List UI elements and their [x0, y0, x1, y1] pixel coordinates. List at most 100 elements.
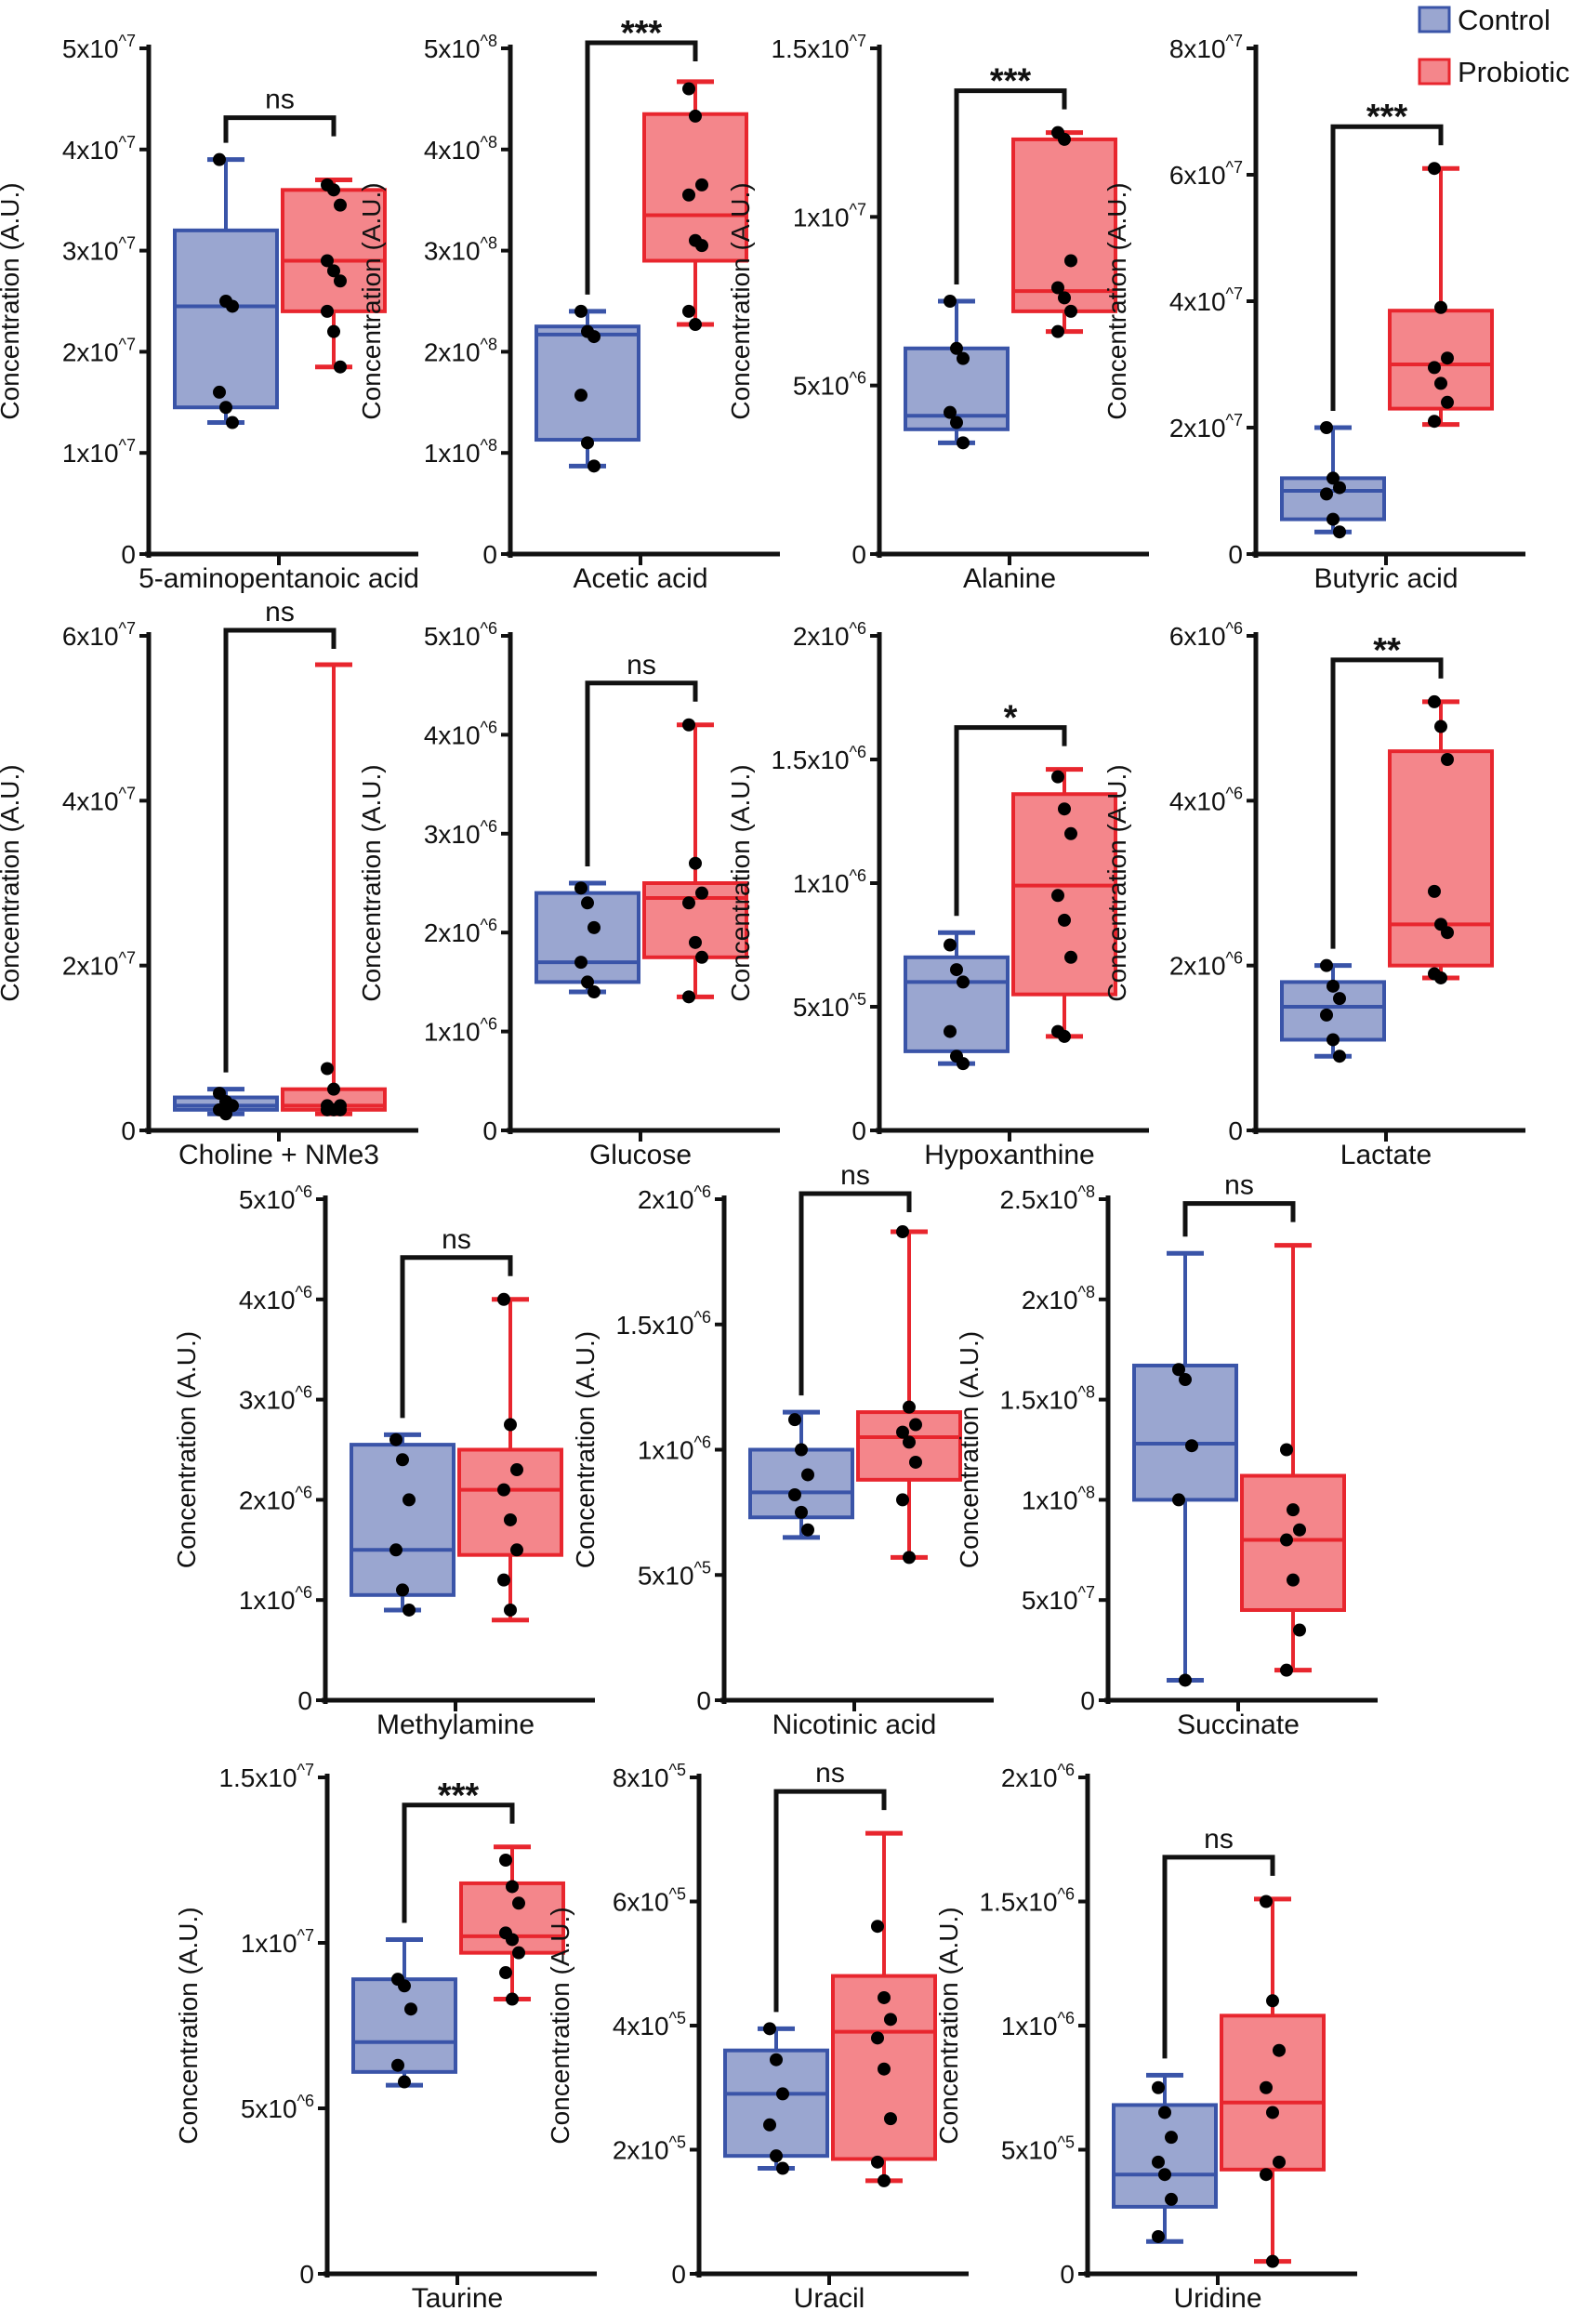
- data-point: [903, 1551, 916, 1565]
- data-point: [878, 2062, 891, 2076]
- y-tick-label: 1x10^6: [1001, 2009, 1075, 2040]
- x-axis-label: Choline + NMe3: [178, 1140, 379, 1170]
- data-point: [1260, 2168, 1273, 2182]
- data-point: [763, 2118, 776, 2132]
- data-point: [1428, 884, 1441, 898]
- box-probiotic: [457, 1292, 563, 1623]
- box-probiotic: [642, 79, 748, 332]
- y-tick-label: 5x10^7: [62, 32, 136, 63]
- y-tick-label: 2x10^6: [424, 916, 497, 947]
- box: [1240, 1473, 1346, 1612]
- panel-butyric-acid: 0 2x10^7 4x10^7 6x10^7 8x10^7 Concentration (…: [1102, 32, 1525, 594]
- y-axis-label: Concentration (A.U.): [955, 1331, 983, 1568]
- significance-label: ns: [1224, 1170, 1254, 1201]
- y-tick-label: 0: [696, 1686, 711, 1715]
- box: [1388, 309, 1494, 411]
- data-point: [1333, 1050, 1346, 1063]
- y-tick-label: 1.5x10^6: [771, 743, 866, 774]
- significance-bracket: [223, 627, 337, 1073]
- data-point: [497, 1292, 510, 1306]
- data-point: [878, 2173, 891, 2187]
- y-tick-label: 0: [1228, 540, 1243, 569]
- significance-label: ns: [815, 1758, 845, 1789]
- x-axis-label: Uridine: [1173, 2283, 1261, 2314]
- box-control: [535, 304, 640, 473]
- significance-bracket: [400, 1255, 513, 1419]
- data-point: [1165, 2131, 1178, 2145]
- data-point: [327, 324, 340, 338]
- data-point: [944, 938, 957, 952]
- data-point: [1179, 1373, 1192, 1387]
- y-tick-label: 4x10^7: [62, 133, 136, 165]
- data-point: [682, 718, 695, 732]
- data-point: [506, 1880, 519, 1894]
- box: [1132, 1363, 1238, 1502]
- y-tick-label: 2x10^6: [638, 1182, 711, 1214]
- y-tick-label: 4x10^7: [1169, 284, 1243, 316]
- data-point: [1320, 421, 1333, 434]
- data-point: [909, 1455, 922, 1469]
- data-point: [1051, 281, 1064, 295]
- x-axis-label: Acetic acid: [573, 563, 707, 594]
- y-tick-label: 0: [121, 1116, 136, 1145]
- data-point: [499, 1854, 512, 1867]
- y-tick-label: 2x10^7: [62, 335, 136, 366]
- data-point: [944, 1024, 957, 1038]
- y-tick-label: 8x10^5: [613, 1761, 686, 1792]
- box-probiotic: [856, 1225, 962, 1565]
- data-point: [1152, 2155, 1165, 2169]
- y-tick-label: 1x10^6: [638, 1433, 711, 1465]
- y-tick-label: 5x10^6: [424, 619, 497, 651]
- legend-swatch-control: [1418, 6, 1451, 33]
- y-axis-label: Concentration (A.U.): [571, 1331, 600, 1568]
- data-point: [896, 1425, 909, 1439]
- data-point: [327, 264, 340, 278]
- data-point: [1051, 889, 1064, 903]
- data-point: [497, 1483, 510, 1497]
- data-point: [213, 152, 226, 166]
- data-point: [1058, 1029, 1071, 1043]
- data-point: [1260, 1895, 1273, 1908]
- data-point: [950, 963, 963, 977]
- y-tick-label: 4x10^6: [239, 1283, 312, 1314]
- data-point: [801, 1523, 814, 1537]
- data-point: [587, 459, 601, 473]
- y-tick-label: 4x10^6: [424, 718, 497, 749]
- box-probiotic: [1011, 767, 1117, 1043]
- data-point: [695, 239, 708, 253]
- data-point: [878, 1990, 891, 2004]
- data-point: [327, 183, 340, 197]
- y-tick-label: 5x10^5: [793, 990, 866, 1022]
- data-point: [1280, 1663, 1293, 1677]
- significance-label: ns: [265, 597, 295, 627]
- data-point: [510, 1543, 523, 1557]
- data-point: [1428, 162, 1441, 176]
- data-point: [1064, 304, 1077, 318]
- data-point: [1280, 1533, 1293, 1547]
- box: [350, 1443, 455, 1597]
- panel-taurine: 0 5x10^6 1x10^7 1.5x10^7 Concentration (A.U.…: [174, 1761, 597, 2314]
- data-point: [1158, 2106, 1171, 2119]
- data-point: [776, 2161, 789, 2175]
- data-point: [510, 1463, 523, 1477]
- data-point: [884, 2112, 897, 2126]
- data-point: [871, 2155, 884, 2169]
- y-tick-label: 5x10^6: [793, 369, 866, 401]
- box: [1011, 137, 1117, 313]
- y-tick-label: 0: [851, 540, 866, 569]
- y-tick-label: 6x10^7: [62, 619, 136, 651]
- data-point: [219, 1107, 232, 1121]
- data-point: [1152, 2080, 1165, 2094]
- panel-alanine: 0 5x10^6 1x10^7 1.5x10^7 Concentration (A.U.…: [726, 32, 1149, 594]
- y-tick-label: 1x10^6: [239, 1583, 312, 1615]
- significance-label: *: [1004, 699, 1018, 738]
- data-point: [504, 1512, 517, 1526]
- x-axis-label: Taurine: [412, 2283, 503, 2314]
- y-tick-label: 4x10^8: [424, 133, 497, 165]
- y-tick-label: 4x10^7: [62, 784, 136, 815]
- data-point: [213, 385, 226, 399]
- data-point: [682, 990, 695, 1004]
- data-point: [1273, 2155, 1286, 2169]
- data-point: [506, 1992, 519, 2006]
- y-tick-label: 3x10^6: [239, 1383, 312, 1415]
